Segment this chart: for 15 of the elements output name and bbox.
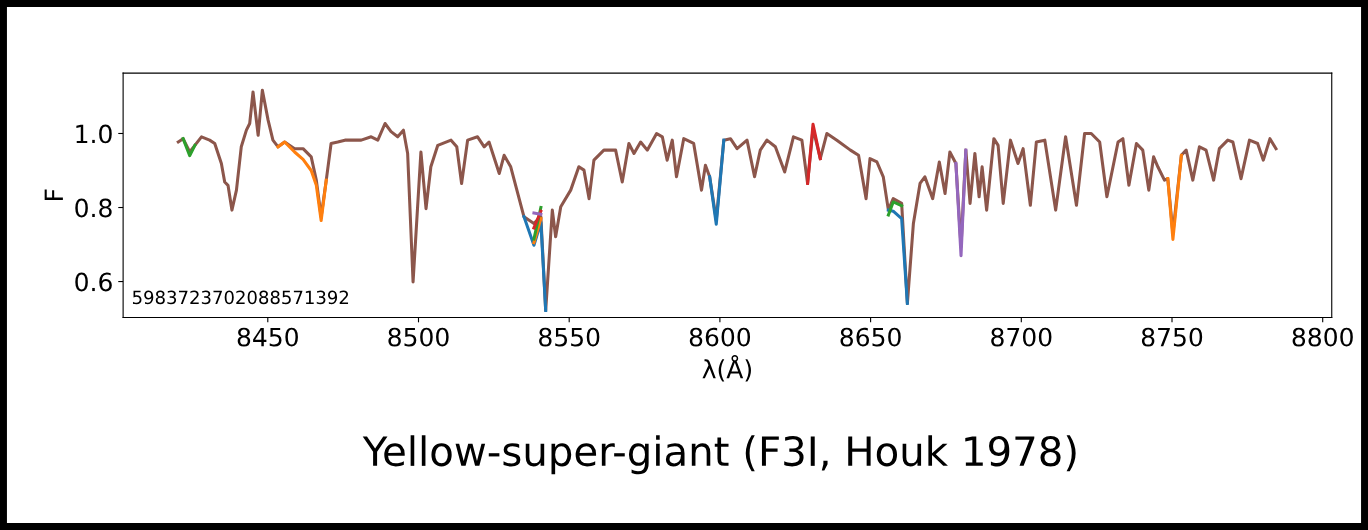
annotation: 5983723702088571392 (132, 290, 349, 305)
y-tick-label: 0.6 (75, 272, 112, 292)
x-axis-title: λ(Å) (702, 355, 751, 382)
y-tick-label: 1.0 (76, 124, 112, 144)
text: Yellow-super-giant (F3I, Houk 1978) (362, 435, 1076, 475)
x-tick-label: 8650 (840, 327, 901, 347)
y-axis-title: F (44, 189, 63, 201)
x-tick-label: 8550 (539, 327, 600, 347)
x-tick-label: 8450 (237, 327, 298, 347)
x-tick-label: 8500 (388, 327, 449, 347)
y-tick-label: 0.8 (75, 198, 112, 218)
x-tick-label: 8600 (689, 327, 751, 347)
x-tick-label: 8750 (1141, 327, 1203, 347)
x-tick-label: 8700 (991, 327, 1052, 347)
x-tick-label: 8800 (1292, 327, 1353, 347)
